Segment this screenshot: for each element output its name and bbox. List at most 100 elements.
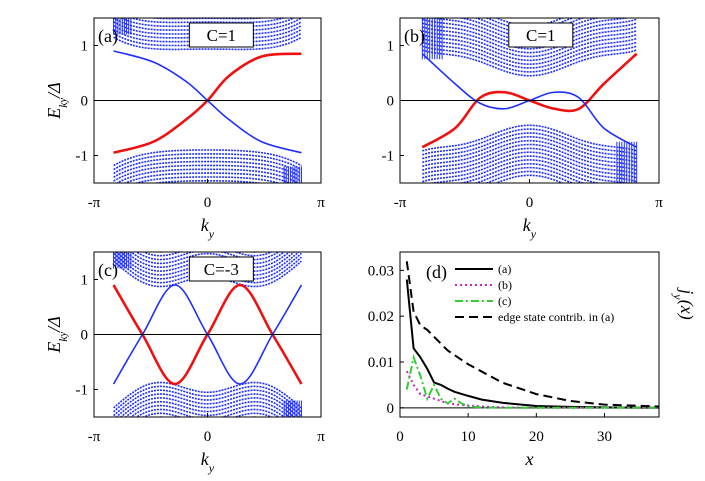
bulk-band xyxy=(113,385,302,413)
bulk-band xyxy=(113,32,302,47)
legend-entry: (c) xyxy=(498,294,511,308)
series-line xyxy=(405,279,660,409)
x-tick-label: 0 xyxy=(396,429,404,445)
y-axis-label: jy (x) xyxy=(671,287,697,319)
bulk-band xyxy=(113,152,302,171)
bulk-band xyxy=(422,45,637,73)
bulk-band xyxy=(146,18,269,20)
bulk-band xyxy=(422,37,637,66)
series-line xyxy=(405,353,659,409)
bulk-band xyxy=(113,18,302,31)
bulk-band xyxy=(113,21,302,35)
x-tick-label: 0 xyxy=(526,195,534,211)
plot-area xyxy=(400,252,659,417)
bulk-band xyxy=(422,139,637,168)
chern-number-label: C=1 xyxy=(526,26,555,45)
bulk-bands xyxy=(421,18,638,183)
x-tick-label: 30 xyxy=(597,429,612,445)
bulk-band xyxy=(134,176,281,183)
bulk-band xyxy=(128,18,287,24)
bulk-band xyxy=(114,3,302,15)
bulk-band xyxy=(113,149,302,167)
chern-box xyxy=(508,22,574,48)
panel-d: 0 10 20 30 0 0.01 0.02 0.03 x jy (x) (d) (a) (b) (c) e… xyxy=(368,251,697,469)
y-tick-label: 0 xyxy=(387,94,395,110)
x-tick-label: 10 xyxy=(461,429,476,445)
bulk-band xyxy=(113,381,302,409)
y-axis-label: Eky /Δ xyxy=(44,82,70,119)
panel-a: -π 0 π -1 0 1 ky Eky /Δ (a) C=1 xyxy=(44,0,325,241)
bulk-band xyxy=(113,28,302,43)
x-tick-label: -π xyxy=(394,195,407,211)
bulk-band xyxy=(113,156,302,175)
bulk-band xyxy=(422,22,637,50)
panel-b: -π 0 π -1 0 1 ky (b) C=1 xyxy=(382,17,663,241)
x-tick-label: 0 xyxy=(204,429,212,445)
chern-box xyxy=(188,256,254,282)
x-tick-label: -π xyxy=(88,195,101,211)
x-tick-label: π xyxy=(317,195,325,211)
y-tick-label: 1 xyxy=(387,39,395,55)
bulk-band xyxy=(119,18,296,28)
bulk-band xyxy=(422,18,637,46)
bulk-band xyxy=(115,393,300,417)
panel-label: (c) xyxy=(98,260,118,281)
bulk-band xyxy=(113,389,302,417)
panel-c: -π 0 π -1 0 1 ky Eky /Δ (c) C=-3 xyxy=(44,251,325,475)
panel-label: (d) xyxy=(426,262,447,283)
y-axis-label: Eky /Δ xyxy=(44,316,70,353)
y-tick-label: 1 xyxy=(81,39,89,55)
bulk-band xyxy=(422,33,637,62)
bulk-band xyxy=(113,36,302,51)
bulk-band xyxy=(129,252,286,265)
bulk-band xyxy=(113,164,302,182)
chern-number-label: C=1 xyxy=(207,26,236,45)
legend-entry: edge state contrib. in (a) xyxy=(498,310,614,324)
bulk-band xyxy=(123,172,292,183)
axes-frame xyxy=(399,251,660,418)
bulk-band xyxy=(428,18,631,42)
bulk-band xyxy=(422,41,637,69)
x-tick-label: -π xyxy=(88,429,101,445)
bulk-band xyxy=(114,0,302,11)
chern-box xyxy=(188,22,254,48)
bulk-band xyxy=(422,155,637,183)
bulk-band xyxy=(422,30,637,58)
bulk-band xyxy=(422,124,637,152)
x-tick-label: 0 xyxy=(204,195,212,211)
bulk-band xyxy=(114,0,302,7)
bulk-band xyxy=(422,49,637,77)
bulk-band xyxy=(422,151,637,179)
y-tick-label: -1 xyxy=(76,149,89,165)
bulk-band xyxy=(422,128,637,156)
x-tick-label: π xyxy=(317,429,325,445)
y-tick-label: 0 xyxy=(81,94,89,110)
bulk-band xyxy=(422,147,637,175)
y-tick-label: 0.02 xyxy=(368,309,394,325)
y-tick-label: 0 xyxy=(387,401,395,417)
bulk-band xyxy=(422,135,637,164)
y-tick-label: 0.03 xyxy=(368,263,394,279)
bulk-band xyxy=(422,143,637,171)
bulk-band xyxy=(422,132,637,160)
x-axis-label: ky xyxy=(201,449,215,475)
chern-number-label: C=-3 xyxy=(204,260,239,279)
legend: (a) (b) (c) edge state contrib. in (a) xyxy=(455,262,614,324)
x-axis-label: ky xyxy=(201,215,215,241)
bulk-band xyxy=(124,400,291,417)
bulk-band xyxy=(114,0,302,3)
x-tick-label: π xyxy=(655,195,663,211)
bulk-band xyxy=(119,397,296,417)
legend-entry: (a) xyxy=(498,262,511,276)
y-tick-label: 0.01 xyxy=(368,355,394,371)
y-tick-label: -1 xyxy=(76,383,89,399)
series-line xyxy=(405,261,660,408)
legend-entry: (b) xyxy=(498,278,512,292)
bulk-band xyxy=(422,26,637,54)
bulk-band xyxy=(428,159,631,183)
y-tick-label: 0 xyxy=(81,328,89,344)
x-axis-label: x xyxy=(525,449,534,469)
bulk-band xyxy=(115,168,300,183)
x-tick-label: 20 xyxy=(529,429,544,445)
